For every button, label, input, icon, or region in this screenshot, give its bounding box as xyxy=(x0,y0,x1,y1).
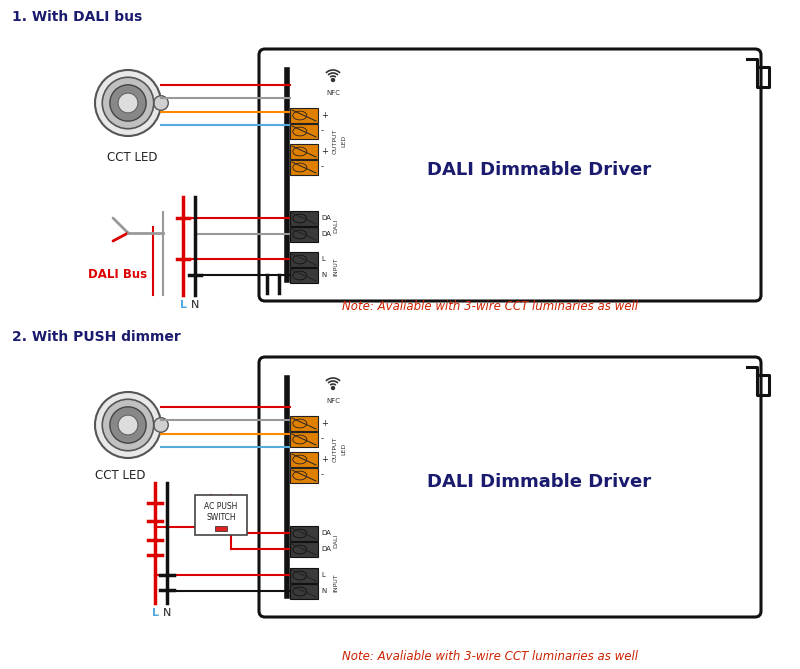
Circle shape xyxy=(110,85,146,121)
Text: DA: DA xyxy=(321,546,331,552)
Bar xyxy=(290,526,318,541)
Text: 1. With DALI bus: 1. With DALI bus xyxy=(12,10,142,24)
Ellipse shape xyxy=(293,127,307,136)
Text: L: L xyxy=(321,256,325,262)
Bar xyxy=(290,227,318,242)
FancyBboxPatch shape xyxy=(259,357,761,617)
Text: DALI Dimmable Driver: DALI Dimmable Driver xyxy=(427,473,651,491)
Text: CCT LED: CCT LED xyxy=(106,151,158,164)
Ellipse shape xyxy=(293,271,307,280)
Text: +: + xyxy=(321,147,328,155)
Text: +: + xyxy=(321,110,328,120)
Ellipse shape xyxy=(293,471,307,480)
Ellipse shape xyxy=(293,214,307,223)
Text: AC PUSH
SWITCH: AC PUSH SWITCH xyxy=(204,502,238,522)
Circle shape xyxy=(154,417,168,432)
Bar xyxy=(290,568,318,583)
Text: DALI: DALI xyxy=(333,219,338,233)
Text: N: N xyxy=(321,588,326,594)
Bar xyxy=(290,124,318,139)
Bar xyxy=(290,108,318,123)
Bar xyxy=(290,416,318,431)
Text: DALI Bus: DALI Bus xyxy=(89,268,147,281)
Text: INPUT: INPUT xyxy=(333,258,338,276)
Circle shape xyxy=(95,70,161,136)
Circle shape xyxy=(102,77,154,128)
Circle shape xyxy=(118,93,138,113)
Ellipse shape xyxy=(293,435,307,444)
Circle shape xyxy=(331,78,334,82)
Text: -: - xyxy=(321,434,324,444)
Text: -: - xyxy=(321,163,324,171)
Bar xyxy=(290,252,318,267)
Text: DA: DA xyxy=(321,530,331,536)
Circle shape xyxy=(118,415,138,435)
Bar xyxy=(290,452,318,467)
Bar xyxy=(290,144,318,159)
Text: Note: Avaliable with 3-wire CCT luminaries as well: Note: Avaliable with 3-wire CCT luminari… xyxy=(342,300,638,313)
Circle shape xyxy=(154,96,168,110)
Text: DALI Dimmable Driver: DALI Dimmable Driver xyxy=(427,161,651,179)
Ellipse shape xyxy=(293,545,307,554)
Text: NFC: NFC xyxy=(326,398,340,404)
Text: N: N xyxy=(163,608,171,618)
Ellipse shape xyxy=(293,587,307,596)
Ellipse shape xyxy=(293,111,307,120)
Bar xyxy=(215,526,227,531)
Text: L: L xyxy=(179,300,186,310)
Text: +: + xyxy=(321,454,328,464)
Text: N: N xyxy=(321,272,326,278)
Text: INPUT: INPUT xyxy=(333,574,338,592)
Ellipse shape xyxy=(293,163,307,172)
Ellipse shape xyxy=(293,529,307,538)
Bar xyxy=(290,160,318,175)
Text: OUTPUT: OUTPUT xyxy=(333,436,338,462)
Text: +: + xyxy=(321,419,328,427)
Ellipse shape xyxy=(293,147,307,156)
Bar xyxy=(195,495,247,535)
Text: CCT LED: CCT LED xyxy=(94,469,146,482)
Text: L: L xyxy=(151,608,158,618)
Bar xyxy=(290,268,318,283)
Text: -: - xyxy=(321,126,324,136)
Bar xyxy=(290,584,318,599)
Ellipse shape xyxy=(293,255,307,264)
Text: -: - xyxy=(321,470,324,480)
Bar xyxy=(290,542,318,557)
Text: LED: LED xyxy=(341,443,346,455)
Bar xyxy=(290,211,318,226)
Text: DA: DA xyxy=(321,215,331,221)
Text: L: L xyxy=(321,572,325,578)
Ellipse shape xyxy=(293,230,307,239)
Ellipse shape xyxy=(293,571,307,580)
Text: DALI: DALI xyxy=(333,534,338,548)
Text: DA: DA xyxy=(321,231,331,237)
Circle shape xyxy=(95,392,161,458)
Circle shape xyxy=(102,399,154,451)
Text: OUTPUT: OUTPUT xyxy=(333,128,338,154)
Bar xyxy=(290,468,318,483)
Text: N: N xyxy=(191,300,199,310)
Text: LED: LED xyxy=(341,135,346,147)
Bar xyxy=(290,432,318,447)
Circle shape xyxy=(331,387,334,389)
Ellipse shape xyxy=(293,455,307,464)
FancyBboxPatch shape xyxy=(259,49,761,301)
Ellipse shape xyxy=(293,419,307,428)
Text: NFC: NFC xyxy=(326,90,340,96)
Circle shape xyxy=(110,407,146,443)
Text: 2. With PUSH dimmer: 2. With PUSH dimmer xyxy=(12,330,181,344)
Text: Note: Avaliable with 3-wire CCT luminaries as well: Note: Avaliable with 3-wire CCT luminari… xyxy=(342,650,638,663)
